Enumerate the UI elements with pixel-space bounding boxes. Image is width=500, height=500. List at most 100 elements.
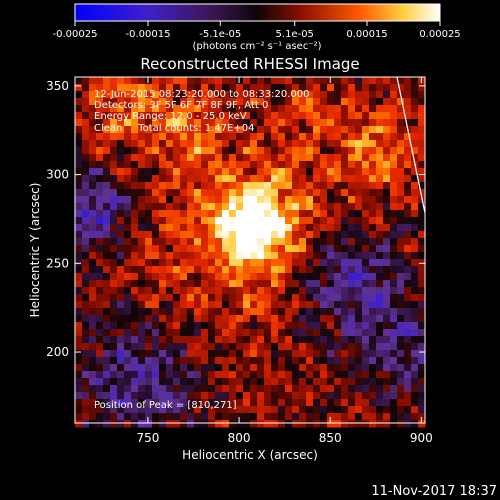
heatmap-cell (89, 91, 97, 99)
heatmap-cell (390, 217, 398, 225)
heatmap-cell (313, 231, 321, 239)
heatmap-cell (103, 322, 111, 330)
heatmap-cell (166, 287, 174, 295)
heatmap-cell (117, 266, 125, 274)
heatmap-cell (376, 266, 384, 274)
heatmap-cell (201, 343, 209, 351)
heatmap-cell (243, 147, 251, 155)
heatmap-cell (166, 182, 174, 190)
heatmap-cell (320, 189, 328, 197)
heatmap-cell (173, 210, 181, 218)
heatmap-cell (334, 224, 342, 232)
heatmap-cell (96, 252, 104, 260)
heatmap-cell (334, 399, 342, 407)
heatmap-cell (222, 231, 230, 239)
heatmap-cell (222, 91, 230, 99)
heatmap-cell (166, 175, 174, 183)
heatmap-cell (131, 294, 139, 302)
heatmap-cell (222, 357, 230, 365)
heatmap-cell (215, 385, 223, 393)
heatmap-cell (355, 406, 363, 414)
heatmap-cell (411, 84, 419, 92)
heatmap-cell (194, 301, 202, 309)
colorbar-tick-label: 5.1e-05 (276, 29, 314, 40)
heatmap-cell (334, 140, 342, 148)
heatmap-cell (292, 273, 300, 281)
heatmap-cell (187, 413, 195, 421)
heatmap-cell (250, 231, 258, 239)
heatmap-cell (341, 336, 349, 344)
heatmap-cell (194, 245, 202, 253)
heatmap-cell (257, 385, 265, 393)
heatmap-cell (320, 315, 328, 323)
heatmap-cell (390, 287, 398, 295)
heatmap-cell (390, 84, 398, 92)
heatmap-cell (271, 294, 279, 302)
heatmap-cell (187, 238, 195, 246)
heatmap-cell (208, 329, 216, 337)
heatmap-cell (208, 147, 216, 155)
heatmap-cell (96, 245, 104, 253)
heatmap-cell (285, 189, 293, 197)
heatmap-cell (243, 189, 251, 197)
heatmap-cell (390, 350, 398, 358)
heatmap-cell (152, 420, 160, 428)
heatmap-cell (180, 280, 188, 288)
heatmap-cell (173, 224, 181, 232)
heatmap-cell (306, 196, 314, 204)
heatmap-cell (411, 385, 419, 393)
heatmap-cell (404, 280, 412, 288)
heatmap-cell (334, 343, 342, 351)
heatmap-cell (397, 119, 405, 127)
heatmap-cell (390, 77, 398, 85)
heatmap-cell (271, 77, 279, 85)
heatmap-cell (173, 252, 181, 260)
heatmap-cell (397, 196, 405, 204)
heatmap-cell (131, 252, 139, 260)
heatmap-cell (362, 308, 370, 316)
heatmap-cell (369, 336, 377, 344)
heatmap-cell (110, 252, 118, 260)
heatmap-cell (404, 273, 412, 281)
heatmap-cell (131, 322, 139, 330)
heatmap-cell (341, 420, 349, 428)
heatmap-cell (131, 140, 139, 148)
heatmap-cell (320, 182, 328, 190)
heatmap-cell (334, 294, 342, 302)
heatmap-cell (124, 140, 132, 148)
heatmap-cell (243, 259, 251, 267)
heatmap-cell (320, 224, 328, 232)
heatmap-cell (145, 266, 153, 274)
heatmap-cell (327, 154, 335, 162)
heatmap-cell (334, 175, 342, 183)
colorbar-tick-label: -0.00025 (53, 29, 98, 40)
heatmap-cell (243, 210, 251, 218)
heatmap-cell (89, 126, 97, 134)
heatmap-cell (299, 112, 307, 120)
heatmap-cell (264, 105, 272, 113)
heatmap-cell (383, 168, 391, 176)
heatmap-cell (355, 140, 363, 148)
heatmap-cell (369, 259, 377, 267)
heatmap-cell (180, 112, 188, 120)
heatmap-cell (215, 392, 223, 400)
heatmap-cell (257, 189, 265, 197)
heatmap-cell (327, 252, 335, 260)
heatmap-cell (383, 140, 391, 148)
heatmap-cell (145, 350, 153, 358)
heatmap-cell (89, 343, 97, 351)
heatmap-cell (194, 217, 202, 225)
heatmap-cell (194, 84, 202, 92)
heatmap-cell (397, 175, 405, 183)
heatmap-cell (208, 287, 216, 295)
heatmap-cell (362, 154, 370, 162)
heatmap-cell (201, 280, 209, 288)
heatmap-cell (271, 329, 279, 337)
heatmap-cell (390, 168, 398, 176)
heatmap-cell (327, 406, 335, 414)
heatmap-cell (334, 161, 342, 169)
heatmap-cell (180, 203, 188, 211)
heatmap-cell (145, 378, 153, 386)
heatmap-cell (397, 147, 405, 155)
heatmap-cell (173, 245, 181, 253)
